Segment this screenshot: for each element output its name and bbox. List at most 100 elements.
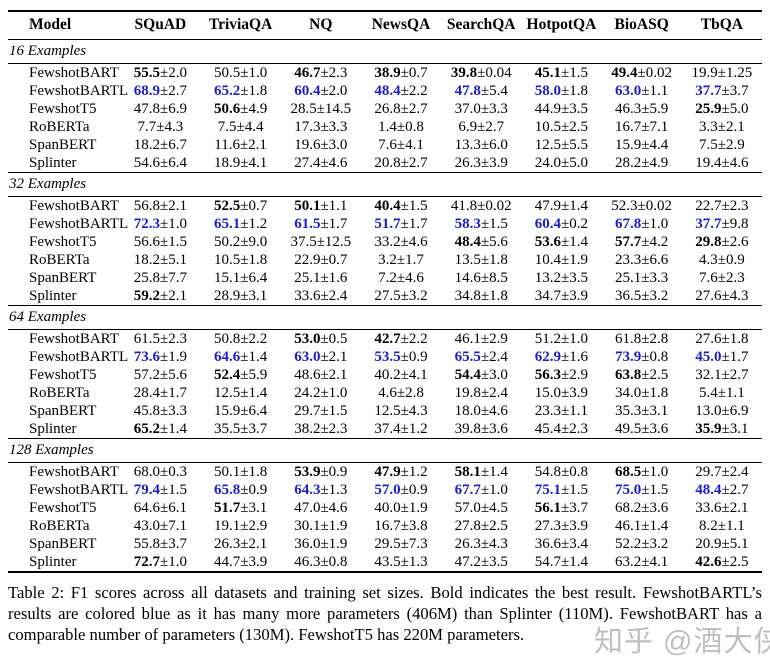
score-cell: 47.9±1.4 bbox=[521, 197, 601, 216]
score-stddev: ±2.1 bbox=[160, 287, 188, 304]
score-stddev: ±2.1 bbox=[320, 348, 348, 365]
score-value: 73.9 bbox=[615, 348, 642, 365]
score-stddev: ±3.5 bbox=[561, 269, 589, 286]
score-stddev: ±1.1 bbox=[561, 402, 589, 419]
score-stddev: ±2.9 bbox=[717, 136, 745, 153]
score-stddev: ±1.2 bbox=[400, 463, 428, 480]
score-stddev: ±0.7 bbox=[240, 197, 268, 214]
table-row: FewshotBARTL 73.6±1.9 64.6±1.4 63.0±2.1 53.5… bbox=[8, 348, 762, 366]
score-stddev: ±1.0 bbox=[561, 330, 589, 347]
model-name-cell: Splinter bbox=[8, 420, 121, 439]
score-stddev: ±1.9 bbox=[320, 535, 348, 552]
score-stddev: ±2.0 bbox=[160, 64, 188, 81]
score-value: 48.6 bbox=[294, 366, 321, 383]
score-cell: 63.0±2.1 bbox=[281, 348, 361, 366]
score-value: 13.5 bbox=[454, 251, 481, 268]
score-stddev: ±1.2 bbox=[240, 215, 268, 232]
score-stddev: ±3.1 bbox=[721, 420, 749, 437]
score-value: 45.4 bbox=[534, 420, 562, 437]
score-cell: 37.0±3.3 bbox=[441, 100, 521, 118]
score-stddev: ±2.7 bbox=[721, 366, 749, 383]
results-table-body: 16 Examples FewshotBART 55.5±2.0 50.5±1.0 46… bbox=[8, 39, 762, 573]
score-cell: 7.6±2.3 bbox=[682, 269, 762, 287]
score-value: 39.8 bbox=[450, 64, 478, 81]
score-cell: 4.6±2.8 bbox=[361, 384, 441, 402]
score-stddev: ±0.8 bbox=[641, 348, 669, 365]
model-name-cell: SpanBERT bbox=[29, 535, 97, 552]
score-stddev: ±2.9 bbox=[480, 330, 508, 347]
score-value: 41.8 bbox=[450, 197, 478, 214]
score-stddev: ±3.9 bbox=[561, 517, 589, 534]
score-stddev: ±4.6 bbox=[721, 154, 749, 171]
score-cell: 7.7±4.3 bbox=[120, 118, 200, 136]
score-stddev: ±2.0 bbox=[320, 82, 348, 99]
section-header-row: 32 Examples bbox=[8, 172, 762, 197]
score-stddev: ±1.7 bbox=[396, 251, 424, 268]
score-cell: 58.0±1.8 bbox=[521, 82, 601, 100]
score-stddev: ±2.9 bbox=[561, 366, 589, 383]
score-stddev: ±0.02 bbox=[637, 197, 672, 214]
score-value: 13.3 bbox=[454, 136, 481, 153]
score-stddev: ±1.7 bbox=[721, 348, 749, 365]
score-stddev: ±2.2 bbox=[400, 330, 428, 347]
score-cell: 18.9±4.1 bbox=[200, 154, 281, 173]
score-value: 44.9 bbox=[534, 100, 562, 117]
score-stddev: ±0.3 bbox=[160, 463, 188, 480]
score-stddev: ±1.9 bbox=[160, 348, 188, 365]
score-value: 52.4 bbox=[213, 366, 241, 383]
score-value: 56.3 bbox=[534, 366, 562, 383]
score-stddev: ±4.3 bbox=[156, 118, 184, 135]
score-stddev: ±1.5 bbox=[480, 215, 508, 232]
column-header-searchqa: SearchQA bbox=[441, 10, 522, 40]
score-cell: 39.8±0.04 bbox=[441, 64, 521, 83]
score-value: 51.7 bbox=[374, 215, 401, 232]
score-value: 65.1 bbox=[213, 215, 241, 232]
score-value: 1.4 bbox=[378, 118, 397, 135]
score-stddev: ±2.1 bbox=[239, 136, 267, 153]
score-stddev: ±3.5 bbox=[561, 100, 589, 117]
score-cell: 25.9±5.0 bbox=[682, 100, 762, 118]
score-cell: 47.9±1.2 bbox=[361, 463, 441, 482]
score-cell: 46.1±2.9 bbox=[441, 330, 521, 349]
score-cell: 56.6±1.5 bbox=[120, 233, 200, 251]
score-value: 15.9 bbox=[615, 136, 642, 153]
score-value: 25.1 bbox=[294, 269, 321, 286]
score-cell: 48.4±5.6 bbox=[441, 233, 521, 251]
score-stddev: ±2.7 bbox=[400, 100, 428, 117]
score-cell: 23.3±1.1 bbox=[521, 402, 601, 420]
model-name-cell: SpanBERT bbox=[29, 269, 97, 286]
score-value: 20.9 bbox=[695, 535, 722, 552]
table-row: FewshotBARTL 72.3±1.0 65.1±1.2 61.5±1.7 51.7… bbox=[8, 215, 762, 233]
score-stddev: ±1.9 bbox=[561, 251, 589, 268]
score-value: 8.2 bbox=[698, 517, 718, 534]
score-cell: 26.3±2.1 bbox=[201, 535, 281, 553]
score-stddev: ±1.4 bbox=[480, 463, 508, 480]
score-stddev: ±2.4 bbox=[721, 463, 749, 480]
score-value: 40.4 bbox=[374, 197, 401, 214]
score-cell: 20.9±5.1 bbox=[682, 535, 762, 553]
score-stddev: ±12.5 bbox=[316, 233, 352, 250]
table-row: RoBERTa 7.7±4.3 7.5±4.4 17.3±3.3 1.4±0.8 6.9±… bbox=[8, 118, 762, 136]
table-row: Splinter 54.6±6.4 18.9±4.1 27.4±4.6 20.8±2.7… bbox=[8, 154, 762, 173]
score-stddev: ±3.7 bbox=[721, 82, 749, 99]
score-value: 68.5 bbox=[615, 463, 642, 480]
score-cell: 37.7±3.7 bbox=[682, 82, 762, 100]
score-value: 60.4 bbox=[534, 215, 562, 232]
model-name-cell: Splinter bbox=[8, 287, 121, 306]
results-table-header: Model SQuAD TriviaQA NQ NewsQA SearchQA Hotpot… bbox=[8, 10, 762, 40]
score-cell: 61.5±2.3 bbox=[120, 330, 200, 349]
score-cell: 18.0±4.6 bbox=[441, 402, 521, 420]
table-row: FewshotT5 47.8±6.9 50.6±4.9 28.5±14.5 26.8±2… bbox=[8, 100, 762, 118]
score-value: 72.7 bbox=[133, 553, 161, 570]
score-cell: 13.5±1.8 bbox=[441, 251, 521, 269]
score-value: 64.6 bbox=[133, 499, 161, 516]
score-stddev: ±1.0 bbox=[480, 481, 508, 498]
model-name-cell: Splinter bbox=[8, 154, 121, 173]
score-cell: 50.2±9.0 bbox=[201, 233, 281, 251]
score-stddev: ±4.6 bbox=[400, 233, 428, 250]
score-value: 67.8 bbox=[615, 215, 642, 232]
score-stddev: ±7.1 bbox=[641, 118, 669, 135]
score-value: 73.6 bbox=[133, 348, 161, 365]
score-stddev: ±4.1 bbox=[641, 553, 669, 570]
score-cell: 32.1±2.7 bbox=[682, 366, 762, 384]
